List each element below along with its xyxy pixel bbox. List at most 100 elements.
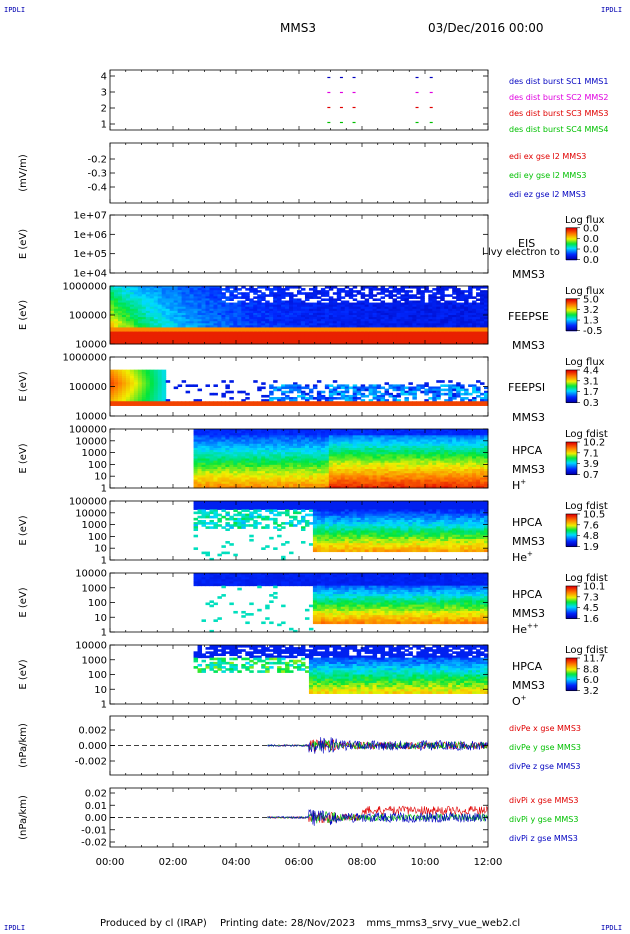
spectrogram-cell [384,321,390,324]
spectrogram-cell [117,306,123,310]
spectrogram-cell [332,403,338,406]
spectrogram-cell [297,388,302,392]
spectrogram-cell [257,339,262,343]
spectrogram-cell [316,439,322,443]
spectrogram-cell [113,310,119,314]
spectrogram-cell [380,325,386,328]
spectrogram-cell [277,485,282,489]
spectrogram-cell [480,331,485,335]
spectrogram-cell [400,296,405,299]
spectrogram-cell [312,308,318,312]
colorbar-cell [566,371,577,373]
spectrogram-cell [436,308,441,312]
spectrogram-cell [289,300,294,304]
y-tick-label: -0.2 [87,155,107,166]
spectrogram-cell [125,310,131,314]
colorbar-cell [566,242,577,245]
spectrogram-cell [340,304,346,308]
spectrogram-cell [332,388,338,392]
spectrogram-cell [293,308,298,312]
spectrogram-cell [356,462,362,466]
spectrogram-cell [277,471,282,474]
spectrogram-cell [245,473,250,476]
spectrogram-cell [472,296,477,299]
spectrogram-cell [316,445,322,449]
spectrogram-cell [229,464,234,468]
spectrogram-cell [372,454,378,457]
spectrogram-cell [113,329,119,333]
spectrogram-cell [336,304,342,308]
spectrogram-cell [304,335,310,339]
spectrogram-cell [320,479,326,483]
spectrogram-cell [181,306,187,310]
spectrogram-cell [460,335,465,339]
spectrogram-cell [304,399,310,402]
spectrogram-cell [300,462,306,466]
spectrogram-cell [440,339,445,343]
spectrogram-cell [440,380,445,383]
spectrogram-cell [440,298,445,301]
spectrogram-cell [356,321,362,324]
spectrogram-cell [384,317,390,320]
spectrogram-cell [297,401,302,404]
spectrogram-cell [420,384,425,387]
spectrogram-cell [376,429,382,432]
spectrogram-cell [285,310,290,314]
spectrogram-cell [368,319,374,322]
spectrogram-cell [352,429,358,432]
spectrogram-cell [368,392,374,396]
spectrogram-cell [265,443,270,447]
spectrogram-cell [265,335,270,339]
spectrogram-cell [360,483,366,487]
spectrogram-cell [233,294,238,297]
spectrogram-cell [404,331,409,335]
spectrogram-cell [356,471,362,474]
spectrogram-cell [412,339,417,343]
spectrogram-cell [225,439,230,443]
spectrogram-cell [185,384,191,387]
spectrogram-cell [432,386,437,390]
spectrogram-cell [316,458,322,462]
spectrogram-cell [153,308,159,312]
spectrogram-cell [145,375,151,379]
spectrogram-cell [117,380,123,383]
spectrogram-cell [304,294,310,297]
spectrogram-cell [464,321,469,324]
spectrogram-cell [344,317,350,320]
spectrogram-cell [257,450,262,453]
spectrogram-cell [149,375,155,379]
spectrogram-cell [269,392,274,396]
spectrogram-cell [396,388,401,392]
spectrogram-cell [233,333,238,337]
spectrogram-cell [121,380,127,383]
spectrogram-cell [269,477,274,481]
spectrogram-cell [277,458,282,462]
spectrogram-cell [436,380,441,383]
spectrogram-cell [277,321,282,324]
spectrogram-cell [209,483,214,487]
spectrogram-cell [380,431,386,434]
spectrogram-cell [245,466,250,470]
spectrogram-cell [197,479,203,483]
spectrogram-cell [312,458,318,462]
spectrogram-cell [364,452,370,455]
spectrogram-cell [293,312,298,316]
spectrogram-cell [388,302,394,306]
spectrogram-cell [308,341,314,345]
spectrogram-cell [221,394,226,398]
spectrogram-cell [360,462,366,466]
spectrogram-cell [332,341,338,345]
spectrogram-cell [344,335,350,339]
spectrogram-cell [237,300,242,304]
spectrogram-cell [432,392,437,396]
spectrogram-cell [189,294,195,297]
spectrogram-cell [297,479,302,483]
spectrogram-cell [372,450,378,453]
spectrogram-cell [273,485,278,489]
spectrogram-cell [117,286,123,289]
spectrogram-cell [145,315,151,318]
spectrogram-cell [352,479,358,483]
spectrogram-cell [265,452,270,455]
spectrogram-cell [297,466,302,470]
spectrogram-cell [289,397,294,400]
